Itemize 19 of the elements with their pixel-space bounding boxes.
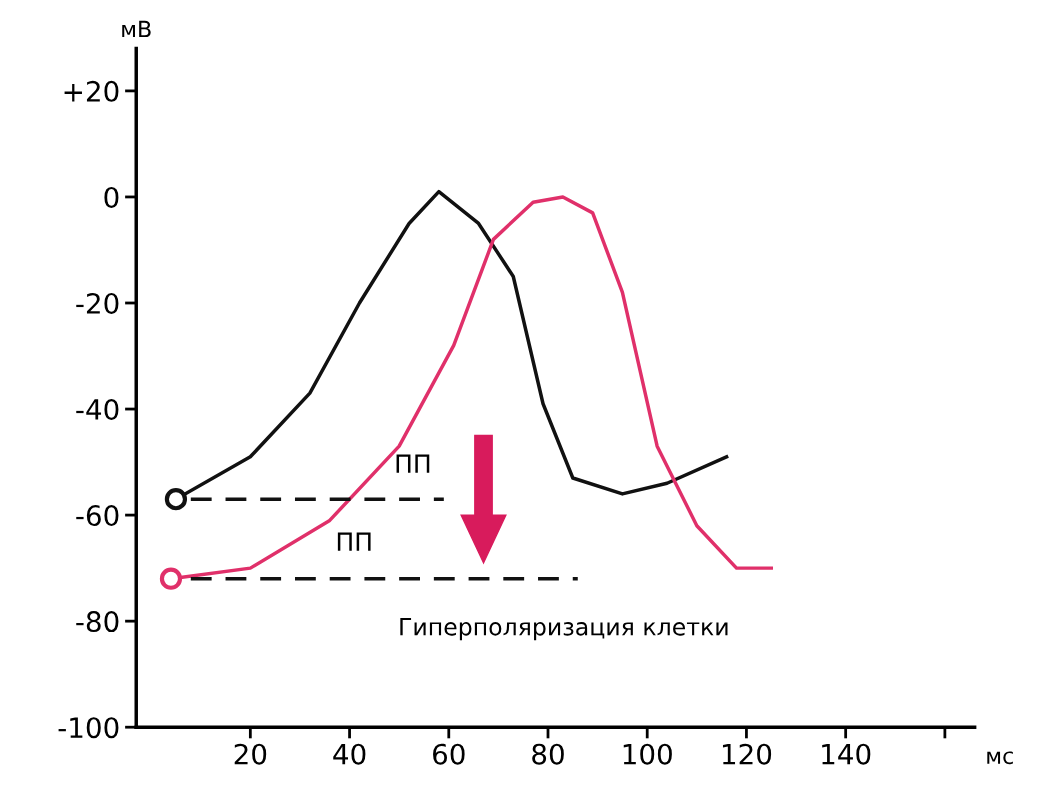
annotation: ПП (337, 532, 371, 551)
y-tick-label: -80 (76, 611, 119, 633)
y-tick-label: -100 (58, 717, 119, 739)
x-tick-label: 100 (623, 743, 672, 765)
y-tick-label: -60 (76, 505, 119, 527)
x-tick-label: 140 (822, 743, 871, 765)
x-tick-label: 60 (433, 743, 465, 765)
y-tick-label: 0 (104, 186, 119, 208)
y-tick-label: -40 (76, 398, 119, 420)
x-tick-label: 20 (234, 743, 267, 765)
y-tick-label: +20 (64, 80, 119, 102)
x-tick-label: 40 (333, 743, 366, 765)
x-tick-label: 120 (722, 743, 772, 765)
x-tick-label: 80 (532, 743, 564, 765)
annotation: ПП (396, 454, 430, 473)
y-tick-label: -20 (76, 292, 119, 314)
x-axis-title: мс (987, 751, 1013, 765)
annotation: Гиперполяризация клетки (400, 618, 728, 641)
y-axis-title: мВ (122, 20, 151, 38)
